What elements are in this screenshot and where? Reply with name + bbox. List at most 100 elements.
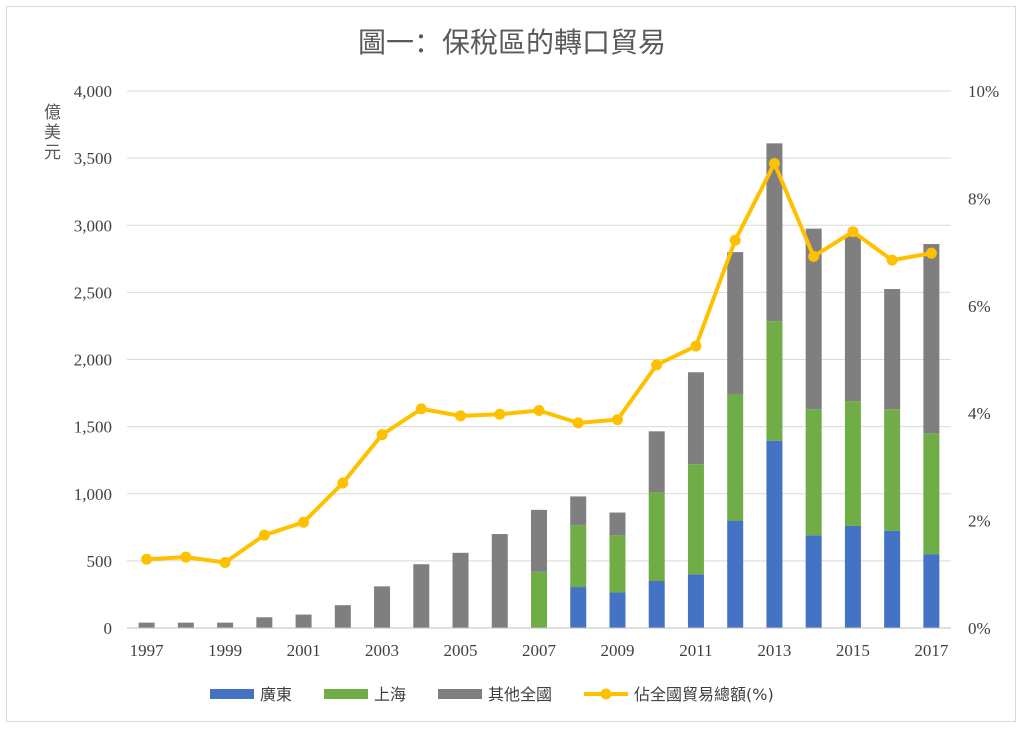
bar-segment <box>648 581 665 628</box>
gridlines <box>127 90 951 562</box>
bar-segment <box>805 409 822 536</box>
bar-segment <box>570 587 587 628</box>
line-point <box>690 340 702 352</box>
line-point <box>886 254 898 266</box>
legend-swatch <box>324 689 369 699</box>
line-point <box>533 405 545 417</box>
x-tick-label: 2017 <box>914 641 949 660</box>
y2-tick-label: 2% <box>968 512 991 531</box>
bar-segment <box>766 321 783 441</box>
bar-segment <box>531 509 547 572</box>
bar-segment <box>727 252 744 395</box>
bar-segment <box>138 622 155 628</box>
x-tick-label: 2005 <box>444 641 478 660</box>
bar-segment <box>844 401 861 526</box>
y2-tick-label: 4% <box>968 404 991 423</box>
x-tick-label: 2013 <box>757 641 791 660</box>
legend: 廣東 上海 其他全國 佔全國貿易總額(%) <box>210 685 774 704</box>
line-point <box>298 516 310 528</box>
legend-item: 廣東 <box>210 685 292 704</box>
x-tick-label: 2015 <box>836 641 870 660</box>
bar-segment <box>687 464 704 575</box>
bar-segment <box>805 535 822 628</box>
bar-segment <box>570 496 587 526</box>
line-point <box>808 250 820 262</box>
bar-segment <box>844 235 861 402</box>
line-point <box>455 410 467 422</box>
y-tick-label: 500 <box>87 552 113 571</box>
bar-segment <box>648 492 665 582</box>
bar-segment <box>531 571 547 628</box>
bar-segment <box>609 535 626 593</box>
line-point <box>847 226 859 238</box>
x-tick-label: 2001 <box>287 641 321 660</box>
bar-segment <box>766 143 783 322</box>
y-axis-title: 億 美 元 <box>44 103 61 163</box>
bar-segment <box>334 605 351 628</box>
bar-segment <box>884 530 901 628</box>
bar-segment <box>256 617 273 628</box>
bar-segment <box>727 394 744 521</box>
x-tick-label: 2009 <box>600 641 634 660</box>
x-tick-label: 2003 <box>365 641 399 660</box>
right-axis-ticks: 0% 2% 4% 6% 8% 10% <box>968 82 999 638</box>
x-tick-label: 1999 <box>208 641 242 660</box>
bar-segment <box>923 554 940 628</box>
line-point <box>768 157 780 169</box>
bar-segment <box>923 244 940 434</box>
legend-item: 其他全國 <box>438 685 552 704</box>
line-point <box>494 408 506 420</box>
y2-tick-label: 6% <box>968 297 991 316</box>
chart-title: 圖一：保稅區的轉口貿易 <box>358 26 666 59</box>
legend-label: 上海 <box>374 685 406 704</box>
bar-segment <box>884 409 901 531</box>
bar-segment <box>687 574 704 628</box>
legend-item: 上海 <box>324 685 406 704</box>
x-tick-label: 2007 <box>522 641 557 660</box>
line-point <box>729 234 741 246</box>
bar-segment <box>413 564 430 628</box>
y-tick-label: 1,000 <box>74 485 112 504</box>
line-point <box>141 553 153 565</box>
bar-segment <box>217 622 234 628</box>
bar-segment <box>727 520 744 628</box>
line-point <box>925 247 937 259</box>
bar-segment <box>491 534 508 628</box>
y-tick-label: 1,500 <box>74 418 112 437</box>
x-axis-ticks: 1997 1999 2001 2003 2005 2007 2009 2011 2013 2015… <box>130 641 949 660</box>
bar-segment <box>687 372 704 465</box>
line-point <box>611 414 623 426</box>
x-tick-label: 1997 <box>130 641 165 660</box>
y-tick-label: 2,500 <box>74 283 112 302</box>
legend-label: 佔全國貿易總額(%) <box>634 685 774 704</box>
bar-segment <box>805 228 822 410</box>
y-tick-label: 3,500 <box>74 149 112 168</box>
y2-tick-label: 0% <box>968 619 991 638</box>
y-tick-label: 2,000 <box>74 351 112 370</box>
y-tick-label: 0 <box>104 619 113 638</box>
line-point <box>376 429 388 441</box>
line-point <box>415 403 427 415</box>
line-point <box>651 359 663 371</box>
legend-item: 佔全國貿易總額(%) <box>584 685 774 704</box>
y-tick-label: 4,000 <box>74 82 112 101</box>
line-series <box>141 157 937 568</box>
bar-segment <box>648 431 665 493</box>
y-axis-title-char-3: 元 <box>44 143 61 163</box>
legend-swatch <box>210 689 254 699</box>
bar-segment <box>766 440 783 628</box>
bar-segment <box>295 614 312 628</box>
x-tick-label: 2011 <box>679 641 712 660</box>
legend-swatch <box>438 689 483 699</box>
legend-marker <box>600 688 612 700</box>
bar-segment <box>570 525 587 588</box>
bar-segment <box>374 586 391 628</box>
bars <box>138 143 940 628</box>
y2-tick-label: 8% <box>968 189 991 208</box>
left-axis-ticks: 0 500 1,000 1,500 2,000 2,500 3,000 3,500 4,000 <box>74 82 112 638</box>
legend-label: 其他全國 <box>488 685 552 704</box>
legend-label: 廣東 <box>260 685 292 704</box>
line-point <box>337 477 349 489</box>
y-tick-label: 3,000 <box>74 216 112 235</box>
